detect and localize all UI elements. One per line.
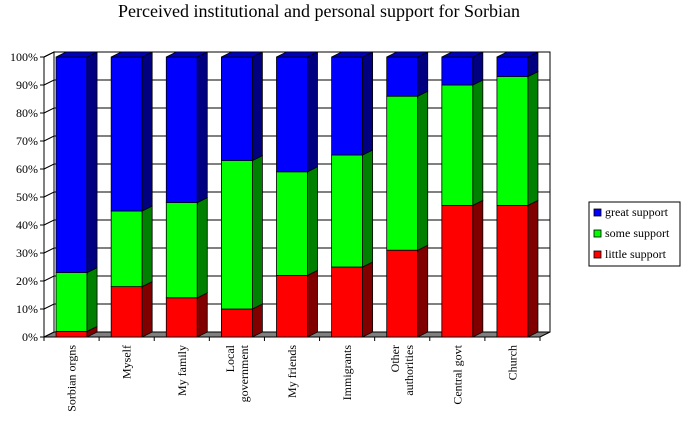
bar-segment-little-support	[386, 244, 429, 338]
x-tick-label: Central govt	[450, 344, 464, 404]
bar-segment-some-support	[496, 70, 539, 207]
legend-swatch	[593, 250, 602, 259]
legend-swatch	[593, 229, 602, 238]
gridline	[43, 163, 550, 170]
y-tick-label: 0%	[22, 330, 38, 344]
bar-segment-great-support	[55, 51, 98, 274]
bars	[55, 51, 539, 338]
legend-label: some support	[605, 226, 670, 240]
y-tick-label: 90%	[16, 78, 38, 92]
bar-segment-little-support	[441, 199, 484, 338]
x-tick-label: Localgovernment	[223, 344, 251, 402]
y-tick-label: 30%	[16, 246, 38, 260]
x-tick-label: Sorbian orgns	[65, 345, 79, 412]
bar-segment-little-support	[276, 269, 318, 338]
gridline	[43, 107, 550, 114]
legend-item: little support	[593, 247, 667, 261]
y-axis-ticks: 0% 10% 20% 30% 40% 50% 60% 70% 80% 90% 100%	[10, 50, 540, 344]
x-tick-label: Myself	[120, 345, 134, 379]
gridline	[43, 135, 550, 142]
bar-segment-some-support	[386, 90, 429, 251]
gridline	[43, 51, 550, 58]
bar-segment-great-support	[110, 51, 153, 212]
gridline	[43, 275, 550, 282]
y-tick-label: 80%	[16, 106, 38, 120]
gridlines	[43, 51, 550, 310]
y-tick-label: 40%	[16, 218, 38, 232]
bar-segment-some-support	[220, 154, 263, 310]
gridline	[43, 219, 550, 226]
x-axis-labels: Sorbian orgns Myself My family Localgovernm…	[43, 337, 541, 412]
bar-segment-little-support	[165, 292, 208, 338]
bar-segment-little-support	[110, 280, 153, 338]
y-tick-label: 50%	[16, 190, 38, 204]
bar-segment-some-support	[276, 166, 318, 277]
bar-segment-great-support	[496, 51, 539, 78]
gridline	[43, 247, 550, 254]
chart-title: Perceived institutional and personal sup…	[118, 1, 520, 21]
y-tick-label: 60%	[16, 162, 38, 176]
bar-segment-little-support	[496, 199, 539, 338]
bar-segment-little-support	[220, 303, 263, 338]
y-tick-label: 20%	[16, 274, 38, 288]
gridline	[43, 191, 550, 198]
x-tick-label: Immigrants	[340, 345, 354, 401]
bar-segment-some-support	[441, 79, 484, 207]
legend-item: great support	[593, 205, 669, 219]
legend-swatch	[593, 208, 602, 217]
bar-segment-great-support	[386, 51, 429, 97]
x-tick-label: Church	[505, 345, 519, 380]
y-tick-label: 100%	[10, 50, 38, 64]
legend-item: some support	[593, 226, 670, 240]
bar-segment-great-support	[276, 51, 318, 173]
legend-label: little support	[605, 247, 667, 261]
y-tick-label: 70%	[16, 134, 38, 148]
bar-segment-some-support	[55, 266, 98, 333]
legend: great support some support little support	[588, 201, 681, 267]
bar-segment-great-support	[220, 51, 263, 162]
legend-label: great support	[605, 205, 669, 219]
bar-segment-some-support	[110, 205, 153, 288]
legend-box	[588, 201, 681, 267]
bar-segment-great-support	[165, 51, 208, 204]
x-tick-label: My family	[175, 345, 189, 396]
x-tick-label: My friends	[285, 345, 299, 398]
y-tick-label: 10%	[16, 302, 38, 316]
x-tick-label: Otherauthorities	[388, 345, 416, 396]
gridline	[43, 303, 550, 310]
bar-segment-great-support	[331, 51, 374, 156]
bar-segment-some-support	[165, 196, 208, 299]
gridline	[43, 79, 550, 86]
bar-segment-great-support	[441, 51, 484, 86]
bar-segment-little-support	[331, 261, 374, 338]
bar-segment-some-support	[331, 149, 374, 268]
